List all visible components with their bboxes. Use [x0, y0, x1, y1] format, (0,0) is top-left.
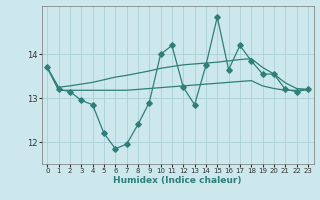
X-axis label: Humidex (Indice chaleur): Humidex (Indice chaleur)	[113, 176, 242, 185]
